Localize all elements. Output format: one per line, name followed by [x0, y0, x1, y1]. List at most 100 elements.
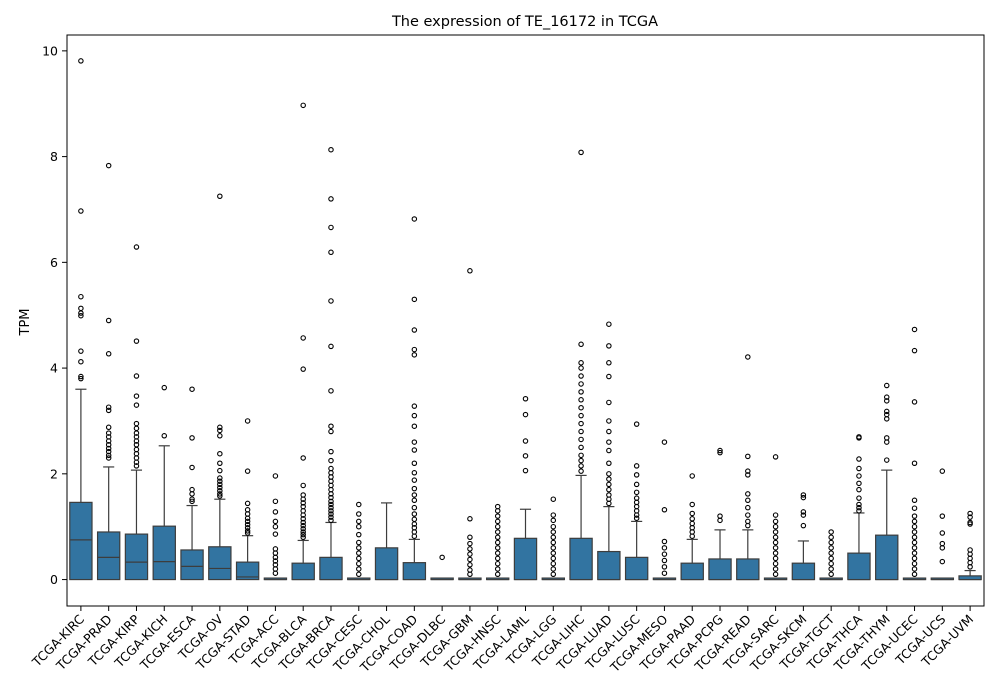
box [235, 561, 260, 581]
outlier-point [467, 268, 473, 274]
box [69, 501, 93, 581]
outlier-point [411, 470, 418, 476]
outlier-point [550, 496, 557, 502]
box-group [152, 384, 176, 581]
outlier-point [272, 523, 279, 530]
outlier-point [105, 424, 112, 431]
outlier-point [606, 428, 612, 435]
outlier-point [133, 425, 140, 432]
outlier-point [772, 566, 779, 572]
outlier-point [911, 545, 918, 551]
outlier-point [745, 472, 751, 478]
outlier-point [633, 472, 640, 478]
outlier-point [272, 562, 279, 568]
outlier-point [911, 555, 918, 562]
outlier-point [772, 555, 779, 562]
outlier-point [328, 514, 334, 520]
outlier-point [105, 407, 112, 414]
outlier-point [967, 547, 973, 553]
outlier-point [300, 531, 306, 538]
outlier-point [78, 358, 84, 365]
outlier-point [856, 434, 862, 440]
outlier-point [356, 531, 362, 538]
box-group [430, 554, 454, 581]
outlier-point [772, 518, 779, 525]
outlier-point [883, 408, 890, 415]
outlier-point [356, 550, 362, 556]
outlier-point [356, 511, 362, 517]
outlier-point [189, 435, 195, 441]
outlier-point [411, 439, 418, 445]
outlier-point [189, 386, 195, 392]
outlier-point [606, 471, 612, 477]
box-group [736, 354, 760, 581]
outlier-point [328, 501, 334, 508]
outlier-point [411, 327, 418, 333]
outlier-point [745, 491, 751, 497]
box-group [319, 146, 343, 581]
outlier-point [356, 539, 362, 546]
box-group [708, 447, 732, 581]
outlier-point [578, 360, 584, 366]
outlier-point [217, 193, 223, 200]
outlier-point [606, 360, 612, 366]
outlier-point [578, 463, 584, 469]
outlier-point [411, 296, 418, 303]
box-group [541, 496, 566, 581]
outlier-point [633, 495, 640, 501]
outlier-point [133, 393, 140, 399]
y-axis: 0 2 4 6 8 10 [42, 43, 67, 587]
outlier-point [550, 560, 557, 567]
outlier-point [105, 441, 112, 448]
outlier-point [244, 521, 251, 528]
outlier-point [244, 530, 251, 536]
outlier-point [328, 298, 334, 304]
outlier-point [550, 534, 557, 541]
outlier-point [356, 501, 362, 508]
box-group [930, 468, 955, 581]
outlier-point [467, 556, 473, 563]
outlier-point [467, 551, 473, 557]
outlier-point [133, 338, 140, 344]
outlier-point [911, 460, 918, 466]
outlier-point [411, 497, 418, 504]
outlier-point [689, 510, 695, 517]
outlier-point [467, 534, 473, 541]
outlier-point [717, 449, 723, 456]
outlier-point [494, 518, 501, 525]
outlier-point [772, 571, 779, 578]
outlier-point [78, 348, 84, 354]
outlier-point [356, 566, 362, 572]
outlier-point [911, 560, 918, 567]
outlier-point [272, 518, 279, 525]
outlier-point [328, 465, 334, 472]
outlier-point [244, 507, 251, 513]
outlier-point [217, 481, 223, 488]
box-group [458, 268, 482, 581]
outlier-point [217, 475, 223, 481]
outlier-point [883, 398, 890, 404]
box-group [847, 434, 871, 581]
outlier-point [772, 539, 779, 546]
outlier-point [411, 216, 418, 222]
box [680, 562, 704, 581]
outlier-point [606, 418, 612, 424]
box-group [235, 418, 260, 581]
outlier-point [105, 404, 112, 410]
outlier-point [217, 484, 223, 491]
outlier-point [578, 397, 584, 403]
outlier-point [328, 498, 334, 505]
outlier-point [494, 571, 501, 578]
outlier-point [578, 381, 584, 387]
outlier-point [689, 501, 695, 508]
box-group [208, 193, 232, 581]
outlier-point [328, 517, 334, 524]
outlier-point [883, 382, 890, 389]
outlier-point [745, 512, 751, 518]
box [513, 537, 538, 581]
outlier-point [911, 347, 918, 354]
outlier-point [911, 571, 918, 578]
outlier-point [689, 516, 695, 522]
outlier-point [78, 293, 84, 300]
box-group [569, 149, 593, 581]
